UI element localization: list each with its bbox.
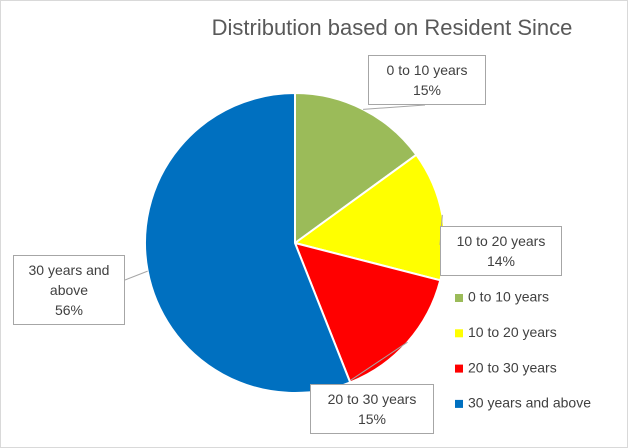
- legend-swatch: [455, 364, 463, 373]
- leader-line: [363, 104, 426, 110]
- legend-swatch: [455, 294, 463, 302]
- data-label: 10 to 20 years 14%: [440, 226, 562, 276]
- data-label-category: 0 to 10 years: [386, 62, 468, 78]
- data-label-value: 14%: [486, 253, 516, 269]
- leader-line: [124, 270, 148, 281]
- legend-swatch: [455, 399, 463, 408]
- data-label: 30 years and above 56%: [13, 255, 125, 325]
- data-label-category: 30 years and above: [28, 262, 110, 298]
- legend-label: 30 years and above: [468, 395, 591, 411]
- data-label-value: 15%: [412, 82, 442, 98]
- data-label-value: 56%: [54, 302, 84, 318]
- legend-label: 20 to 30 years: [468, 359, 557, 375]
- data-label: 0 to 10 years 15%: [368, 55, 486, 105]
- legend-label: 0 to 10 years: [468, 289, 549, 305]
- legend-label: 10 to 20 years: [468, 324, 557, 340]
- data-label-value: 15%: [357, 411, 387, 427]
- pie-slice: [293, 241, 442, 384]
- data-label: 20 to 30 years 15%: [310, 384, 434, 434]
- leader-line: [344, 341, 408, 385]
- data-label-category: 20 to 30 years: [327, 391, 417, 407]
- chart-title: Distribution based on Resident Since: [212, 15, 573, 40]
- data-label-category: 10 to 20 years: [456, 233, 546, 249]
- legend-swatch: [455, 329, 463, 338]
